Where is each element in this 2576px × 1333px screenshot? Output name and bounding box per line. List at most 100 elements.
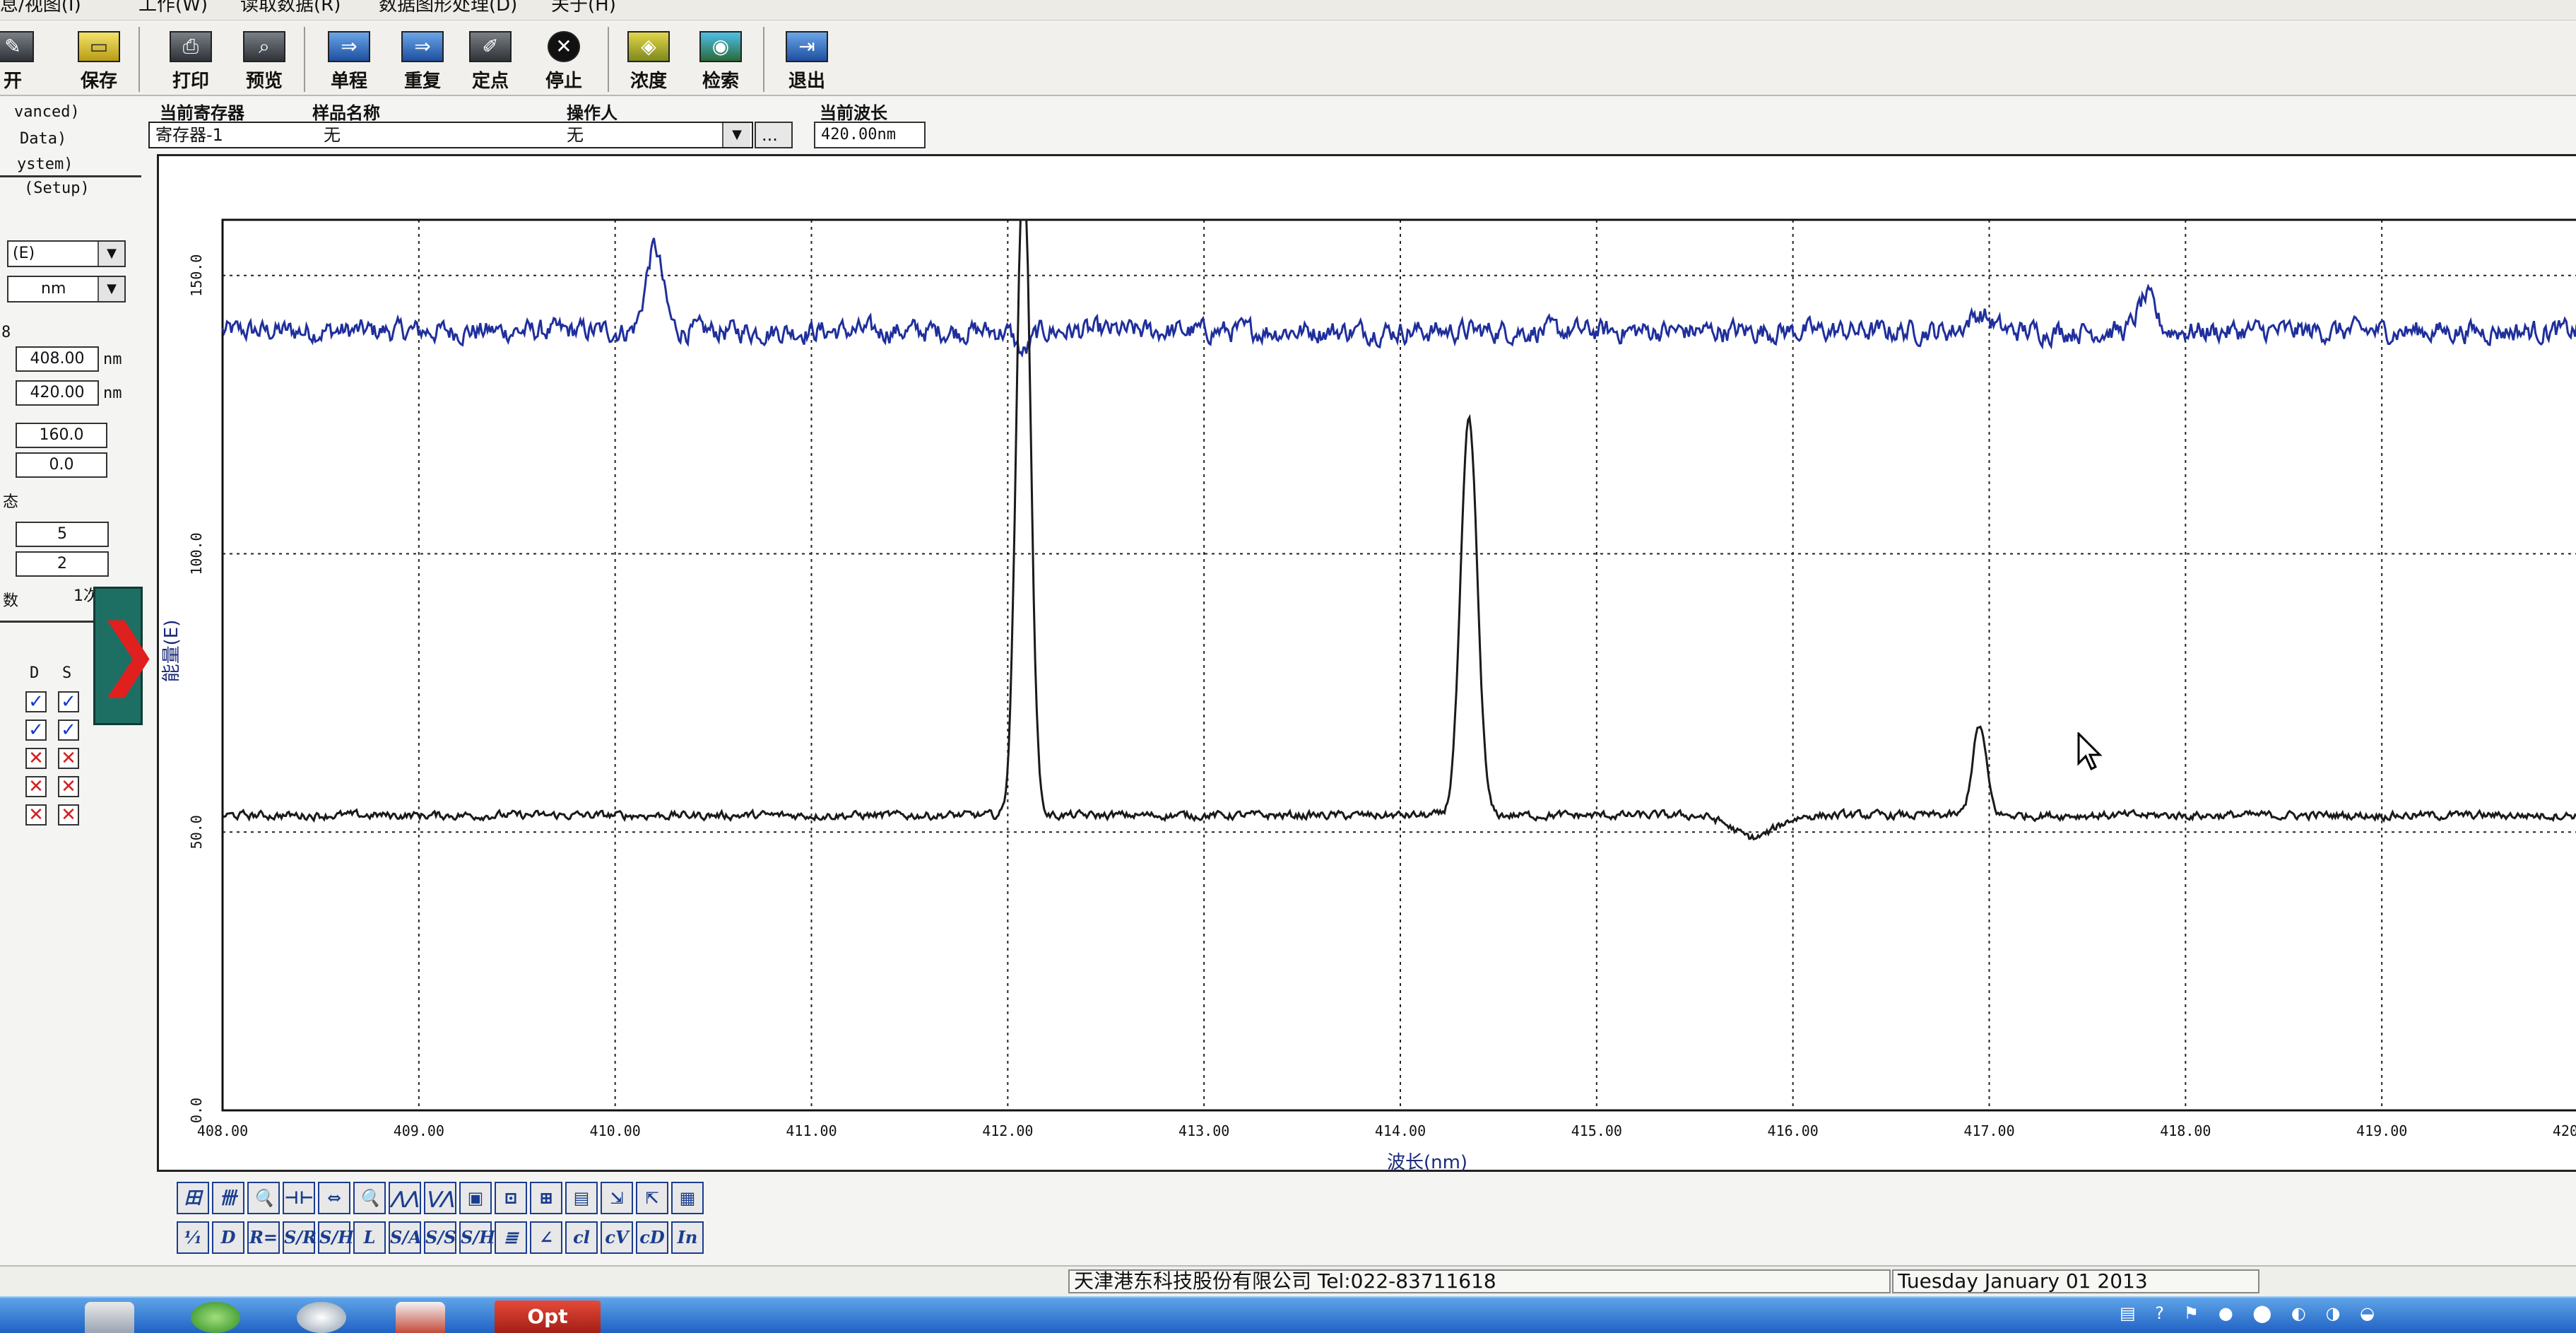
graph-tool-button[interactable]: S/R (283, 1221, 317, 1254)
graph-tool-button[interactable]: ⋁⋀ (424, 1182, 456, 1214)
checkbox-s-3[interactable]: ✕ (58, 748, 79, 769)
single-run-label: 单程 (330, 71, 367, 92)
browser-icon[interactable] (191, 1302, 240, 1333)
graph-tool-button[interactable]: ⇱ (636, 1182, 668, 1214)
column-s-label: S (62, 664, 72, 682)
mode-select[interactable]: (E) ▼ (7, 240, 126, 267)
graph-tool-button[interactable]: cl (565, 1221, 598, 1254)
fixed-point-button[interactable]: ✐ 定点 (456, 28, 524, 93)
print-button[interactable]: ⎙ 打印 (157, 28, 225, 93)
graph-tool-button[interactable]: S/S (424, 1221, 456, 1254)
document-app-icon[interactable] (396, 1302, 445, 1333)
graph-tool-button[interactable]: R= (247, 1221, 280, 1254)
graph-tool-button[interactable]: ▦ (671, 1182, 704, 1214)
max-value-input[interactable]: 160.0 (16, 423, 107, 448)
graph-tool-button[interactable]: S/H (318, 1221, 354, 1254)
save-button[interactable]: ▭ 保存 (65, 28, 133, 93)
graph-tool-button[interactable]: L (353, 1221, 386, 1254)
system-tray-icons[interactable]: ▤ ? ⚑ ● ⬤ ◐ ◑ ◒ (2120, 1303, 2382, 1323)
unit-select[interactable]: nm ▼ (7, 276, 126, 303)
operator-value[interactable]: 无 (567, 125, 584, 145)
scan-count-input[interactable]: 5 (16, 522, 109, 547)
open-button[interactable]: ✎ 开 (0, 28, 47, 93)
graph-tool-button[interactable]: D (212, 1221, 244, 1254)
single-run-button[interactable]: ⇒ 单程 (315, 28, 383, 93)
spectrum-chart-frame: 408.00 409.00 410.00 411.00 412.00 413.00 414.… (157, 154, 2576, 1174)
search-button[interactable]: ◉ 检索 (687, 28, 755, 93)
toolbar-separator (138, 27, 140, 92)
wavelength-field[interactable]: 420.00nm (814, 122, 926, 148)
menu-read-data[interactable]: 读取数据(R) (240, 0, 341, 16)
graph-tool-button[interactable]: ⊡ (495, 1182, 527, 1214)
browse-button[interactable]: ... (755, 122, 793, 148)
graph-tool-button[interactable]: 🔍 (353, 1182, 386, 1214)
app-icon[interactable] (297, 1302, 346, 1333)
register-label: 当前寄存器 (160, 103, 244, 123)
menu-about[interactable]: 关于(H) (551, 0, 616, 16)
status-bar: 天津港东科技股份有限公司 Tel:022-83711618 Tuesday Ja… (0, 1265, 2576, 1296)
taskbar-opt-app[interactable]: Opt (495, 1300, 601, 1333)
start-wavelength-input[interactable]: 408.00 (16, 346, 99, 372)
graph-tool-button[interactable]: ¹⁄₁ (177, 1221, 209, 1254)
concentration-label: 浓度 (630, 71, 667, 92)
divider (0, 175, 141, 177)
folder-icon[interactable] (85, 1302, 134, 1333)
menu-view[interactable]: 息/视图(I) (0, 0, 81, 16)
column-d-label: D (30, 664, 40, 682)
sample-name-value[interactable]: 无 (324, 125, 341, 145)
repeat-button[interactable]: ⇒ 重复 (389, 28, 456, 93)
toolbar-separator (304, 27, 305, 92)
graph-tool-button[interactable]: cD (636, 1221, 668, 1254)
graph-tool-button[interactable]: ≣ (495, 1221, 527, 1254)
repeat-icon: ⇒ (401, 31, 444, 62)
checkbox-d-4[interactable]: ✕ (25, 776, 47, 797)
menu-data-processing[interactable]: 数据图形处理(D) (379, 0, 518, 16)
graph-tool-button[interactable]: 田 (177, 1182, 209, 1214)
operator-dropdown-icon[interactable]: ▼ (722, 123, 750, 147)
tree-item-system[interactable]: ystem) (17, 155, 73, 173)
min-value-input[interactable]: 0.0 (16, 452, 107, 478)
spectrum-chart[interactable]: 408.00 409.00 410.00 411.00 412.00 413.00 414.… (159, 156, 2576, 1174)
graph-tool-button[interactable]: 🔍 (247, 1182, 280, 1214)
checkbox-s-2[interactable]: ✓ (58, 720, 79, 741)
checkbox-s-1[interactable]: ✓ (58, 691, 79, 712)
graph-tool-button[interactable]: ▤ (565, 1182, 598, 1214)
checkbox-d-5[interactable]: ✕ (25, 804, 47, 826)
checkbox-s-4[interactable]: ✕ (58, 776, 79, 797)
checkbox-d-2[interactable]: ✓ (25, 720, 47, 741)
stop-button[interactable]: ✕ 停止 (530, 28, 598, 93)
x-tick-label: 417.00 (1963, 1122, 2014, 1139)
tree-item-advanced[interactable]: vanced) (14, 103, 80, 121)
graph-tool-button[interactable]: ⋀⋀ (389, 1182, 421, 1214)
graph-tool-button[interactable]: S/H (459, 1221, 495, 1254)
preview-button[interactable]: ⌕ 预览 (230, 28, 298, 93)
graph-tool-button[interactable]: ▣ (459, 1182, 492, 1214)
concentration-button[interactable]: ◈ 浓度 (615, 28, 683, 93)
checkbox-d-3[interactable]: ✕ (25, 748, 47, 769)
checkbox-d-1[interactable]: ✓ (25, 691, 47, 712)
x-tick-label: 409.00 (394, 1122, 444, 1139)
graph-tool-button[interactable]: ⇔ (318, 1182, 350, 1214)
x-tick-label: 416.00 (1768, 1122, 1819, 1139)
exit-label: 退出 (788, 71, 825, 92)
graph-tool-button[interactable]: ⇲ (601, 1182, 633, 1214)
graph-tool-button[interactable]: 卌 (212, 1182, 244, 1214)
expand-arrow-button[interactable]: ❯ (93, 587, 160, 725)
repeat-label: 重复 (403, 71, 441, 92)
tree-item-data[interactable]: Data) (20, 130, 67, 148)
end-wavelength-input[interactable]: 420.00 (16, 380, 99, 406)
register-value[interactable]: 寄存器-1 (155, 125, 223, 145)
checkbox-s-5[interactable]: ✕ (58, 804, 79, 826)
chart-grid (223, 220, 2576, 1110)
interval-input[interactable]: 2 (16, 551, 109, 577)
graph-tool-button[interactable]: ⊞ (530, 1182, 562, 1214)
menu-work[interactable]: 工作(W) (138, 0, 208, 16)
graph-tool-button[interactable]: In (671, 1221, 704, 1254)
graph-tool-button[interactable]: S/A (389, 1221, 422, 1254)
graph-tool-button[interactable]: ⊣⊢ (283, 1182, 315, 1214)
graph-tool-button[interactable]: ∠ (530, 1221, 562, 1254)
graph-tool-button[interactable]: cV (601, 1221, 633, 1254)
exit-button[interactable]: ⇥ 退出 (773, 28, 841, 93)
tree-item-setup[interactable]: (Setup) (24, 180, 90, 197)
toolbar: ✎ 开 ▭ 保存 ⎙ 打印 ⌕ 预览 ⇒ 单程 ⇒ 重复 ✐ 定点 ✕ 停止 ◈… (0, 21, 2576, 96)
